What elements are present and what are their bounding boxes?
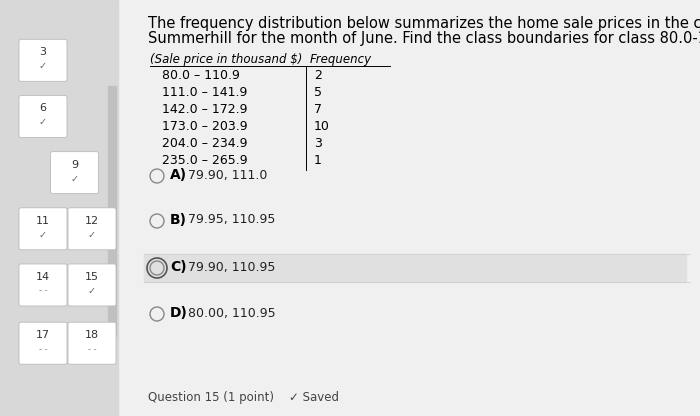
FancyBboxPatch shape: [68, 208, 116, 250]
Text: 235.0 – 265.9: 235.0 – 265.9: [162, 154, 248, 167]
Text: ✓: ✓: [39, 117, 47, 127]
Text: 80.00, 110.95: 80.00, 110.95: [188, 307, 276, 319]
Text: 9: 9: [71, 160, 78, 170]
Text: 10: 10: [314, 120, 330, 133]
Text: 142.0 – 172.9: 142.0 – 172.9: [162, 103, 248, 116]
Bar: [108, 86, 116, 336]
Text: ✓: ✓: [39, 230, 47, 240]
Text: 14: 14: [36, 272, 50, 282]
Text: ✓: ✓: [39, 61, 47, 71]
Text: 80.0 – 110.9: 80.0 – 110.9: [162, 69, 240, 82]
FancyBboxPatch shape: [19, 96, 67, 137]
FancyBboxPatch shape: [19, 208, 67, 250]
Text: 79.90, 111.0: 79.90, 111.0: [188, 168, 267, 181]
Text: 11: 11: [36, 216, 50, 226]
Text: Question 15 (1 point)    ✓ Saved: Question 15 (1 point) ✓ Saved: [148, 391, 339, 404]
FancyBboxPatch shape: [19, 40, 67, 81]
FancyBboxPatch shape: [19, 322, 67, 364]
Text: 204.0 – 234.9: 204.0 – 234.9: [162, 137, 248, 150]
Text: 18: 18: [85, 330, 99, 340]
Text: 12: 12: [85, 216, 99, 226]
Text: ✓: ✓: [71, 173, 78, 183]
Text: 1: 1: [314, 154, 322, 167]
Text: 3: 3: [314, 137, 322, 150]
Bar: [144, 254, 686, 282]
Text: 79.90, 110.95: 79.90, 110.95: [188, 260, 275, 273]
Text: (Sale price in thousand $): (Sale price in thousand $): [150, 53, 302, 66]
Text: B): B): [170, 213, 187, 227]
Text: 15: 15: [85, 272, 99, 282]
Bar: [0, 0, 118, 416]
Text: The frequency distribution below summarizes the home sale prices in the city of: The frequency distribution below summari…: [148, 16, 700, 31]
Text: Summerhill for the month of June. Find the class boundaries for class 80.0-110.9: Summerhill for the month of June. Find t…: [148, 31, 700, 46]
Text: 7: 7: [314, 103, 322, 116]
Text: 6: 6: [39, 104, 46, 114]
Text: A): A): [170, 168, 187, 182]
Text: 5: 5: [314, 86, 322, 99]
Text: - -: - -: [38, 345, 48, 354]
Text: C): C): [170, 260, 187, 274]
Text: Frequency: Frequency: [310, 53, 372, 66]
FancyBboxPatch shape: [68, 264, 116, 306]
Text: 111.0 – 141.9: 111.0 – 141.9: [162, 86, 247, 99]
Text: - -: - -: [88, 345, 97, 354]
Text: ✓: ✓: [88, 230, 96, 240]
Text: - -: - -: [38, 287, 48, 295]
Text: ✓: ✓: [88, 286, 96, 296]
Text: D): D): [170, 306, 188, 320]
Text: 17: 17: [36, 330, 50, 340]
FancyBboxPatch shape: [50, 152, 99, 193]
Text: 173.0 – 203.9: 173.0 – 203.9: [162, 120, 248, 133]
Text: 2: 2: [314, 69, 322, 82]
Text: 79.95, 110.95: 79.95, 110.95: [188, 213, 275, 226]
FancyBboxPatch shape: [19, 264, 67, 306]
FancyBboxPatch shape: [68, 322, 116, 364]
Text: 3: 3: [39, 47, 46, 57]
